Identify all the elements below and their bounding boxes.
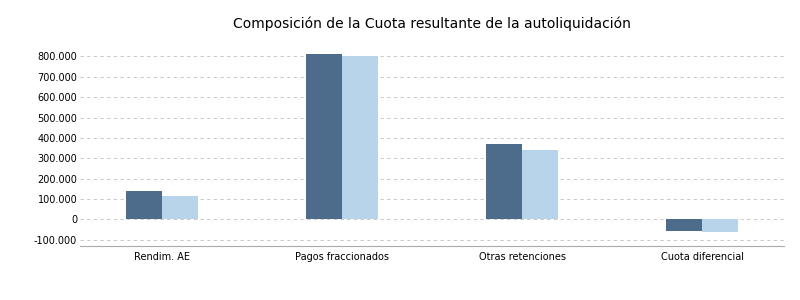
- Bar: [342, 56, 378, 220]
- Bar: [162, 196, 198, 220]
- Bar: [486, 144, 522, 220]
- Bar: [666, 220, 702, 231]
- Title: Composición de la Cuota resultante de la autoliquidación: Composición de la Cuota resultante de la…: [233, 16, 631, 31]
- Bar: [126, 191, 162, 220]
- Bar: [522, 150, 558, 220]
- Bar: [702, 220, 738, 232]
- Bar: [306, 54, 342, 220]
